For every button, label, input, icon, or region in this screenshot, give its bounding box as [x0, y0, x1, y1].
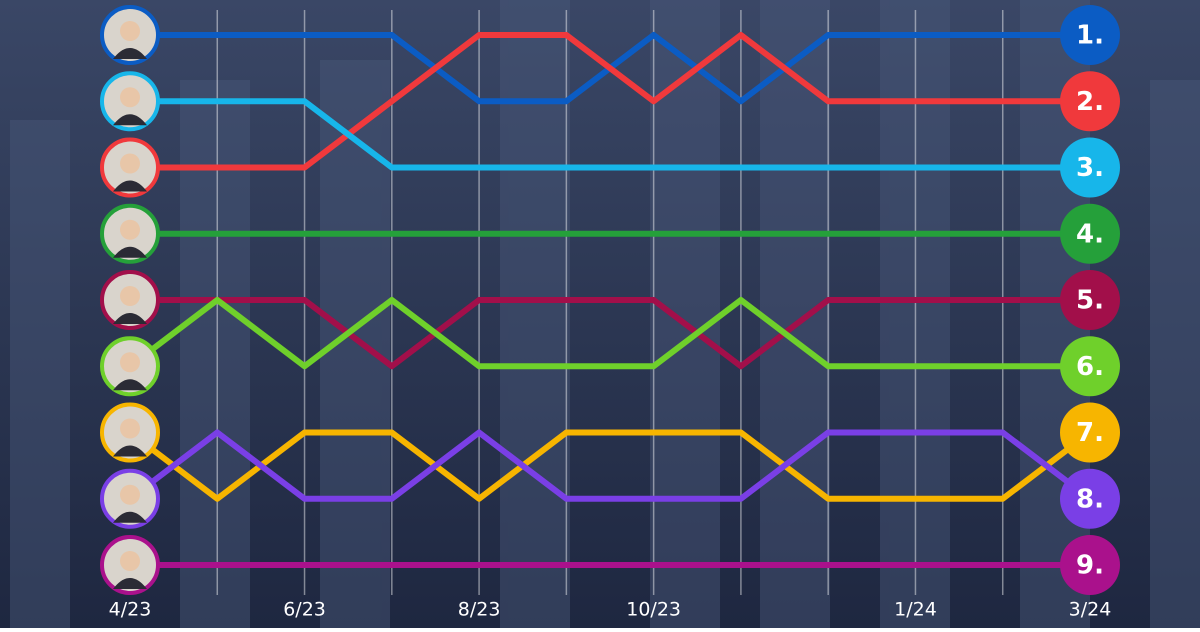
series-line	[130, 32, 1090, 171]
portrait-body	[113, 180, 147, 192]
y-tick-label: 6.	[1076, 352, 1104, 382]
y-tick-label: 8.	[1076, 484, 1104, 514]
markers: 1. 2. 3. 4. 5. 6. 7. 8. 9.	[100, 5, 1120, 595]
portrait-head	[120, 551, 140, 571]
rank-marker	[1060, 336, 1120, 397]
rank-marker	[1060, 71, 1120, 132]
y-tick-label: 1.	[1076, 21, 1104, 51]
portrait-body	[113, 379, 147, 391]
portrait-head	[120, 153, 140, 174]
rank-marker	[1060, 203, 1120, 264]
portrait-head	[120, 219, 140, 240]
series-line	[128, 429, 1092, 502]
rank-marker	[1060, 402, 1120, 463]
portrait-head	[120, 286, 140, 306]
y-tick-label: 2.	[1076, 87, 1104, 117]
x-tick-label: 4/23	[109, 599, 152, 621]
portrait-head	[120, 484, 140, 505]
series-line	[128, 429, 1092, 502]
y-tick-label: 3.	[1076, 153, 1104, 183]
x-tick-label: 3/24	[1069, 599, 1112, 621]
portrait-body	[113, 246, 147, 258]
portrait-body	[113, 48, 147, 59]
x-tick-label: 1/24	[894, 599, 937, 621]
rank-marker	[1060, 137, 1120, 198]
portrait-head	[120, 418, 140, 439]
series-line	[128, 297, 1090, 370]
rank-marker	[1060, 535, 1120, 595]
portrait-body	[113, 578, 147, 589]
series-line	[130, 98, 1090, 171]
y-tick-label: 5.	[1076, 286, 1104, 316]
portrait-head	[120, 352, 140, 373]
x-tick-label: 8/23	[458, 599, 501, 621]
lines	[128, 32, 1092, 568]
portrait-body	[113, 313, 147, 324]
x-tick-label: 6/23	[283, 599, 326, 621]
rank-marker	[1060, 468, 1120, 529]
portrait-head	[120, 21, 140, 41]
portrait-body	[113, 511, 147, 523]
portrait-head	[120, 87, 140, 108]
portrait-body	[113, 114, 147, 126]
y-tick-label: 7.	[1076, 418, 1104, 448]
y-tick-label: 9.	[1076, 551, 1104, 581]
y-tick-label: 4.	[1076, 219, 1104, 249]
x-tick-label: 10/23	[626, 599, 681, 621]
series-line	[130, 297, 1090, 370]
portrait-body	[113, 445, 147, 457]
rank-marker	[1060, 270, 1120, 330]
rank-marker	[1060, 5, 1120, 65]
